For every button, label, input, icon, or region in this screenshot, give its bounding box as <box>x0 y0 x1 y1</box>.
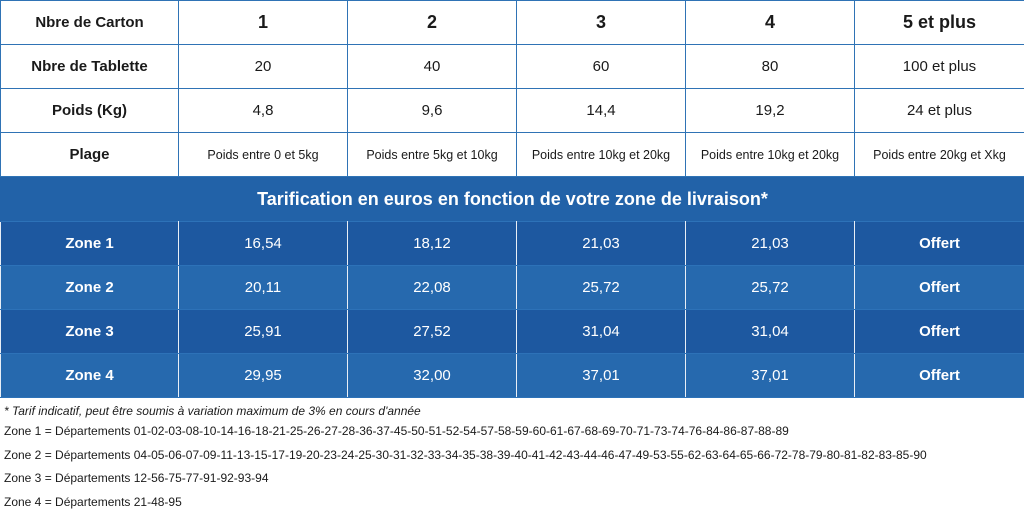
zone-label: Zone 1 <box>0 221 179 266</box>
plage-label: Plage <box>0 132 179 177</box>
zone-price: 18,12 <box>347 221 517 266</box>
poids-value: 24 et plus <box>854 88 1024 133</box>
plage-value: Poids entre 10kg et 20kg <box>516 132 686 177</box>
zone-row: Zone 4 29,95 32,00 37,01 37,01 Offert <box>0 353 1024 398</box>
zone-label: Zone 3 <box>0 309 179 354</box>
pricing-banner-row: Tarification en euros en fonction de vot… <box>0 176 1024 222</box>
zone-row: Zone 2 20,11 22,08 25,72 25,72 Offert <box>0 265 1024 310</box>
zone-price: 25,72 <box>685 265 855 310</box>
zone-price-offered: Offert <box>854 265 1024 310</box>
plage-row: Plage Poids entre 0 et 5kg Poids entre 5… <box>0 132 1024 177</box>
tablettes-label: Nbre de Tablette <box>0 44 179 89</box>
disclaimer-note: * Tarif indicatif, peut être soumis à va… <box>4 404 421 418</box>
cartons-label: Nbre de Carton <box>0 0 179 45</box>
poids-value: 19,2 <box>685 88 855 133</box>
cartons-value: 5 et plus <box>854 0 1024 45</box>
notes-section: * Tarif indicatif, peut être soumis à va… <box>4 403 1024 514</box>
zone-price: 22,08 <box>347 265 517 310</box>
zone-price-offered: Offert <box>854 221 1024 266</box>
zone-price-offered: Offert <box>854 309 1024 354</box>
zone-price: 37,01 <box>516 353 686 398</box>
zone-price: 21,03 <box>516 221 686 266</box>
zone-1-departments: Zone 1 = Départements 01-02-03-08-10-14-… <box>4 424 789 438</box>
zone-price: 27,52 <box>347 309 517 354</box>
zone-label: Zone 2 <box>0 265 179 310</box>
zone-price: 32,00 <box>347 353 517 398</box>
poids-value: 4,8 <box>178 88 348 133</box>
poids-value: 9,6 <box>347 88 517 133</box>
plage-value: Poids entre 20kg et Xkg <box>854 132 1024 177</box>
tablettes-value: 60 <box>516 44 686 89</box>
zone-3-departments: Zone 3 = Départements 12-56-75-77-91-92-… <box>4 471 269 485</box>
cartons-row: Nbre de Carton 1 2 3 4 5 et plus <box>0 0 1024 45</box>
tablettes-value: 20 <box>178 44 348 89</box>
poids-label: Poids (Kg) <box>0 88 179 133</box>
plage-value: Poids entre 10kg et 20kg <box>685 132 855 177</box>
tariff-table: Nbre de Carton 1 2 3 4 5 et plus Nbre de… <box>0 0 1024 398</box>
zone-price: 21,03 <box>685 221 855 266</box>
cartons-value: 4 <box>685 0 855 45</box>
tablettes-row: Nbre de Tablette 20 40 60 80 100 et plus <box>0 44 1024 89</box>
tablettes-value: 100 et plus <box>854 44 1024 89</box>
zone-row: Zone 1 16,54 18,12 21,03 21,03 Offert <box>0 221 1024 266</box>
tablettes-value: 80 <box>685 44 855 89</box>
poids-value: 14,4 <box>516 88 686 133</box>
cartons-value: 2 <box>347 0 517 45</box>
zone-price: 31,04 <box>516 309 686 354</box>
plage-value: Poids entre 5kg et 10kg <box>347 132 517 177</box>
zone-2-departments: Zone 2 = Départements 04-05-06-07-09-11-… <box>4 447 927 462</box>
plage-value: Poids entre 0 et 5kg <box>178 132 348 177</box>
pricing-banner-title: Tarification en euros en fonction de vot… <box>0 176 1024 222</box>
zone-price: 20,11 <box>178 265 348 310</box>
zone-row: Zone 3 25,91 27,52 31,04 31,04 Offert <box>0 309 1024 354</box>
zone-price: 31,04 <box>685 309 855 354</box>
zone-price: 25,72 <box>516 265 686 310</box>
zone-price: 25,91 <box>178 309 348 354</box>
zone-price: 29,95 <box>178 353 348 398</box>
zone-price: 16,54 <box>178 221 348 266</box>
zone-label: Zone 4 <box>0 353 179 398</box>
cartons-value: 3 <box>516 0 686 45</box>
zone-4-departments: Zone 4 = Départements 21-48-95 <box>4 494 182 509</box>
zone-price-offered: Offert <box>854 353 1024 398</box>
zone-price: 37,01 <box>685 353 855 398</box>
poids-row: Poids (Kg) 4,8 9,6 14,4 19,2 24 et plus <box>0 88 1024 133</box>
tablettes-value: 40 <box>347 44 517 89</box>
cartons-value: 1 <box>178 0 348 45</box>
